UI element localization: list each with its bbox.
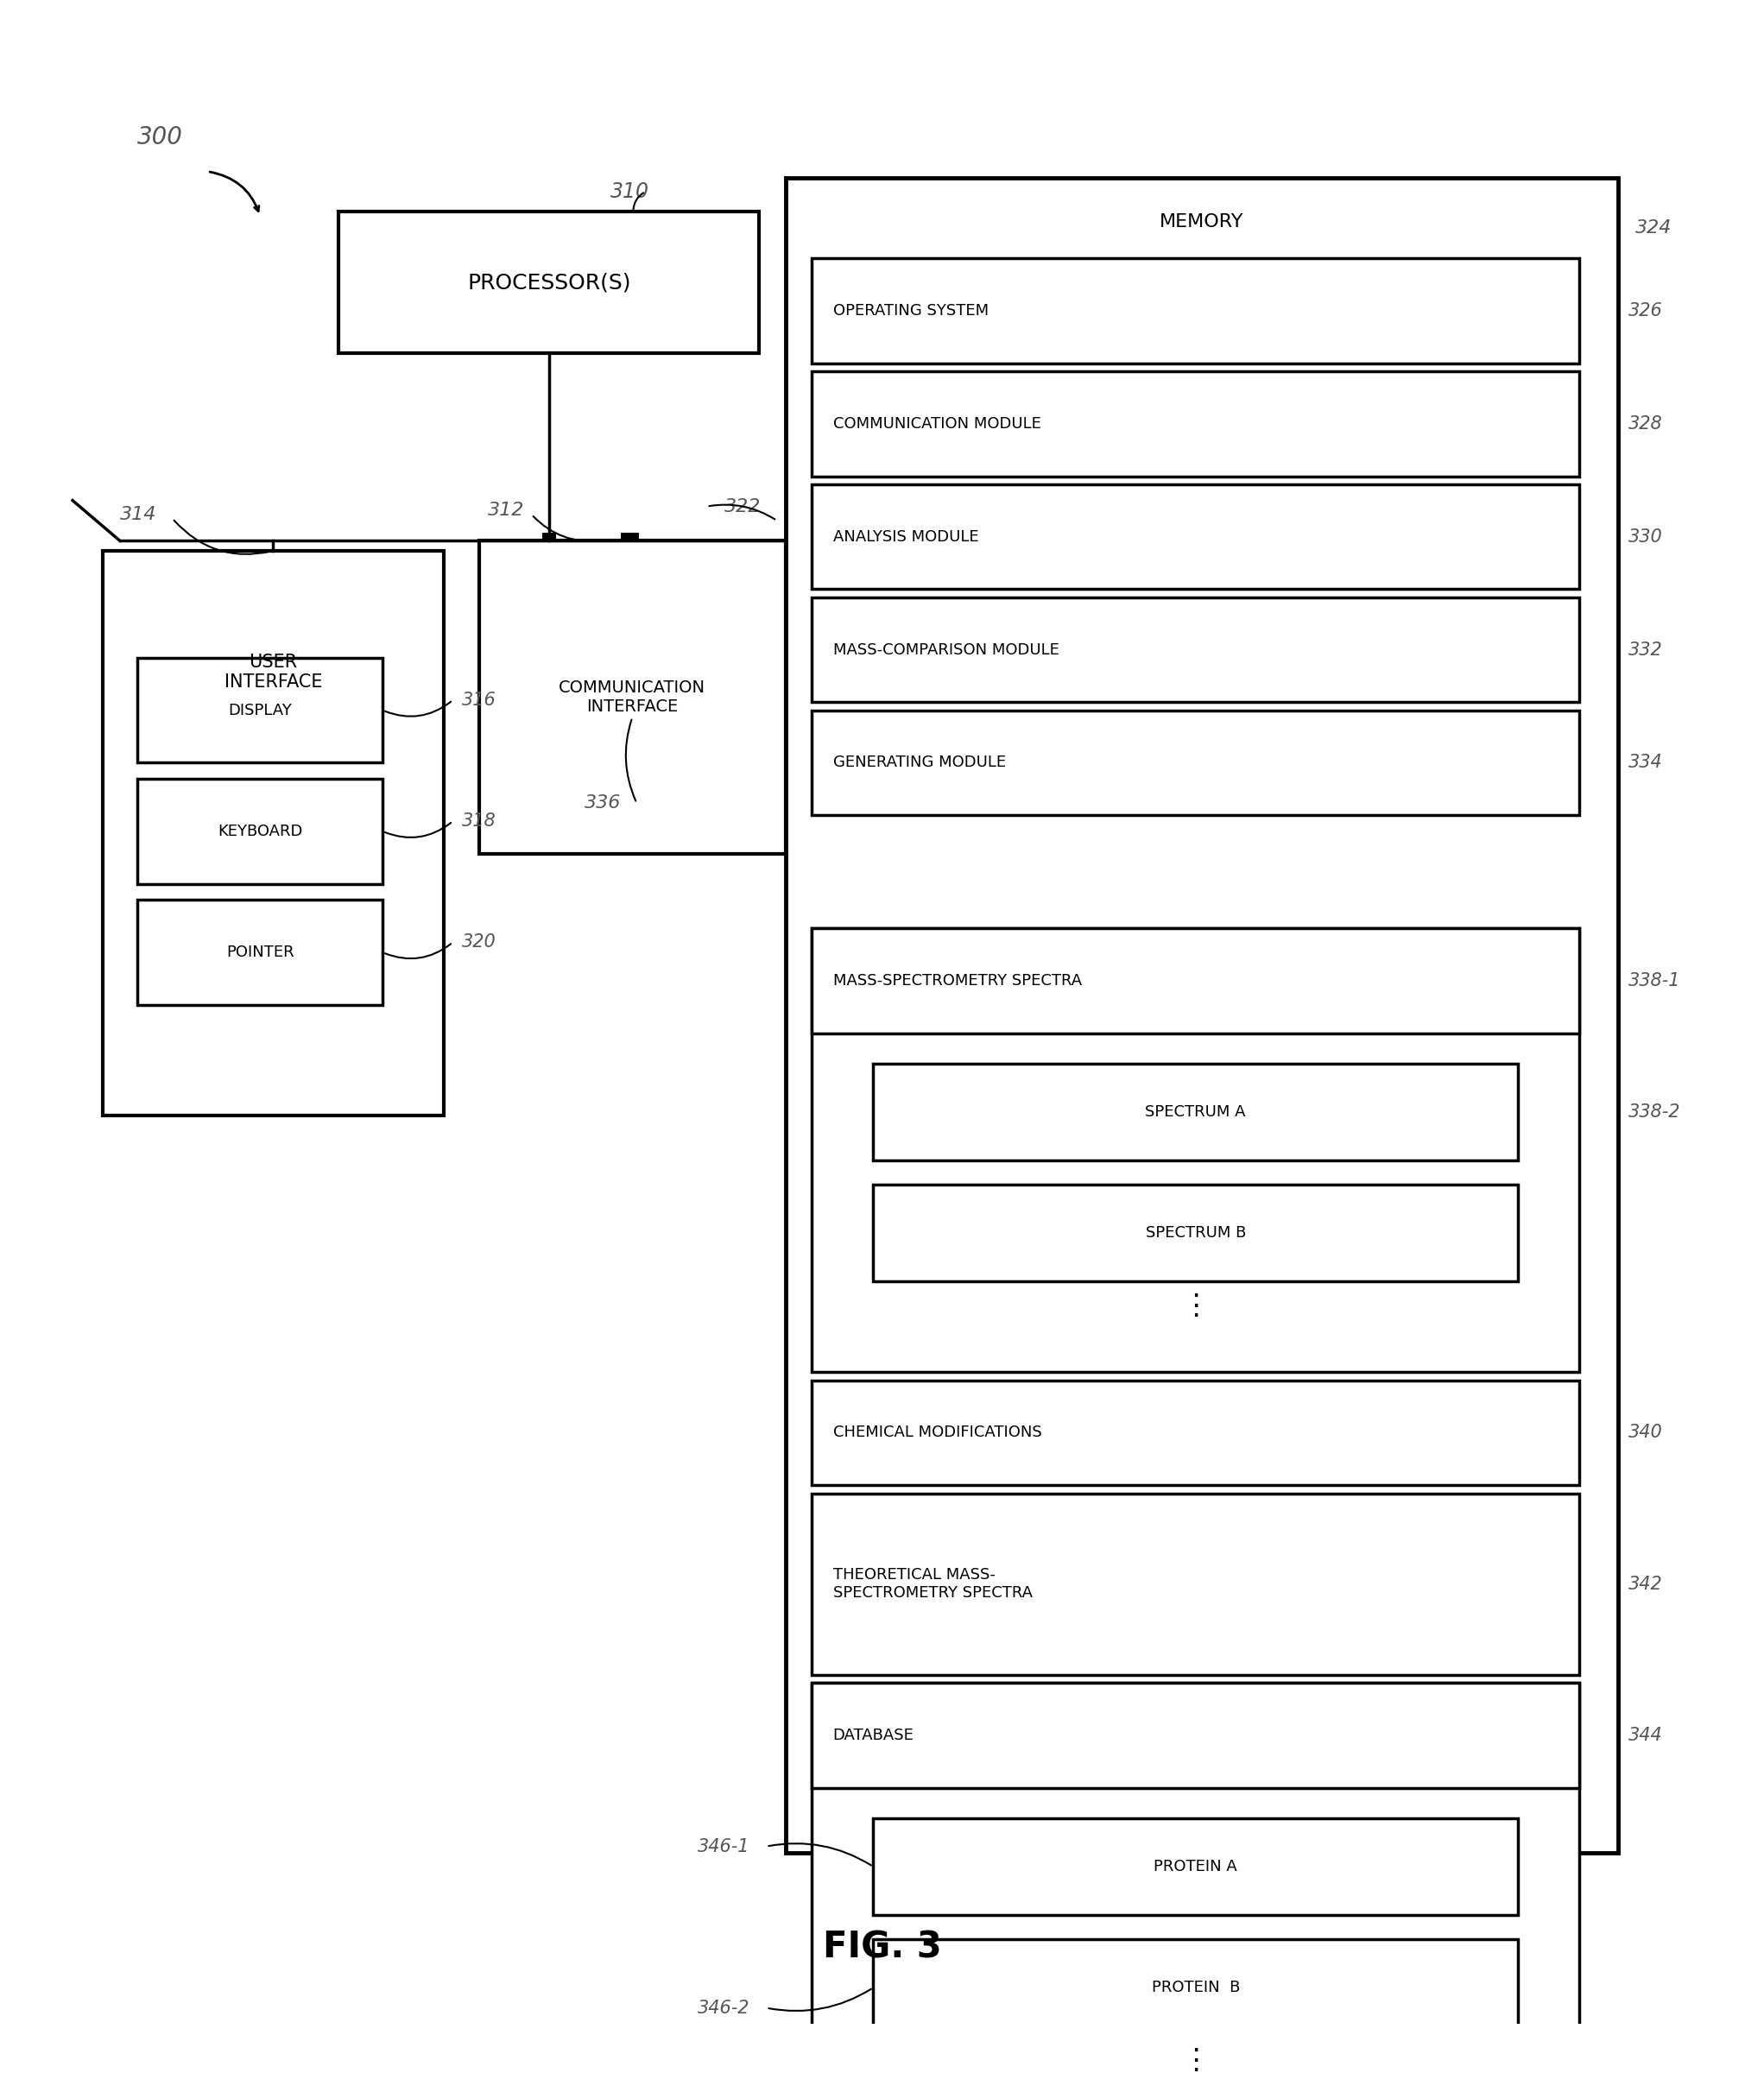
Bar xyxy=(811,485,1579,589)
Text: KEYBOARD: KEYBOARD xyxy=(217,823,302,840)
Bar xyxy=(102,551,445,1115)
Text: 320: 320 xyxy=(462,933,496,952)
Text: MASS-SPECTROMETRY SPECTRA: MASS-SPECTROMETRY SPECTRA xyxy=(833,972,1081,989)
Text: 338-2: 338-2 xyxy=(1628,1103,1681,1121)
Text: PROCESSOR(S): PROCESSOR(S) xyxy=(467,272,632,292)
Text: ANALYSIS MODULE: ANALYSIS MODULE xyxy=(833,529,979,545)
Text: MASS-COMPARISON MODULE: MASS-COMPARISON MODULE xyxy=(833,643,1058,657)
Text: COMMUNICATION
INTERFACE: COMMUNICATION INTERFACE xyxy=(559,680,706,715)
Text: 318: 318 xyxy=(462,813,496,829)
Text: 310: 310 xyxy=(610,180,649,201)
Text: 338-1: 338-1 xyxy=(1628,972,1681,989)
Bar xyxy=(811,929,1579,1032)
Text: ⋮: ⋮ xyxy=(1182,1291,1210,1321)
Bar xyxy=(811,1381,1579,1484)
Bar xyxy=(138,779,383,883)
Bar xyxy=(624,533,639,549)
Text: COMMUNICATION MODULE: COMMUNICATION MODULE xyxy=(833,417,1041,431)
Text: 324: 324 xyxy=(1635,220,1672,236)
Text: 342: 342 xyxy=(1628,1575,1663,1592)
Text: DATABASE: DATABASE xyxy=(833,1727,914,1743)
Bar xyxy=(542,533,556,549)
Text: GENERATING MODULE: GENERATING MODULE xyxy=(833,755,1005,771)
Text: 326: 326 xyxy=(1628,303,1663,319)
Text: 322: 322 xyxy=(725,498,760,514)
Bar xyxy=(138,900,383,1005)
Bar xyxy=(785,178,1618,1853)
Bar xyxy=(873,1938,1519,2036)
Text: DISPLAY: DISPLAY xyxy=(228,703,291,717)
Bar xyxy=(811,1683,1579,2073)
Text: THEORETICAL MASS-
SPECTROMETRY SPECTRA: THEORETICAL MASS- SPECTROMETRY SPECTRA xyxy=(833,1567,1032,1600)
Text: 314: 314 xyxy=(120,506,157,522)
Bar xyxy=(873,1184,1519,1281)
Bar xyxy=(811,1683,1579,1787)
Bar xyxy=(873,1818,1519,1915)
Text: SPECTRUM A: SPECTRUM A xyxy=(1145,1105,1245,1119)
Bar xyxy=(811,929,1579,1372)
Bar xyxy=(480,541,785,854)
Text: 328: 328 xyxy=(1628,415,1663,433)
Text: 334: 334 xyxy=(1628,755,1663,771)
Text: ⋮: ⋮ xyxy=(1182,2046,1210,2073)
Text: 312: 312 xyxy=(489,502,524,518)
Text: 346-1: 346-1 xyxy=(699,1839,750,1855)
Text: SPECTRUM B: SPECTRUM B xyxy=(1145,1225,1245,1242)
Text: 316: 316 xyxy=(462,692,496,709)
Text: POINTER: POINTER xyxy=(226,945,295,960)
Bar xyxy=(621,533,635,549)
Bar xyxy=(811,597,1579,703)
Text: 344: 344 xyxy=(1628,1727,1663,1743)
Text: 330: 330 xyxy=(1628,529,1663,545)
Bar xyxy=(339,211,759,352)
Bar xyxy=(811,259,1579,363)
Text: 340: 340 xyxy=(1628,1424,1663,1441)
Bar xyxy=(873,1063,1519,1161)
Text: MEMORY: MEMORY xyxy=(1159,214,1244,230)
Bar xyxy=(811,711,1579,815)
Bar xyxy=(138,657,383,763)
Text: 332: 332 xyxy=(1628,641,1663,659)
Text: 346-2: 346-2 xyxy=(699,1998,750,2017)
Bar xyxy=(811,371,1579,477)
Text: PROTEIN  B: PROTEIN B xyxy=(1152,1980,1240,1996)
Text: 336: 336 xyxy=(584,794,621,813)
Text: FIG. 3: FIG. 3 xyxy=(822,1930,942,1965)
Text: USER
INTERFACE: USER INTERFACE xyxy=(224,653,323,690)
Bar xyxy=(811,1493,1579,1675)
Text: 300: 300 xyxy=(138,124,183,149)
Text: PROTEIN A: PROTEIN A xyxy=(1154,1859,1237,1874)
Text: CHEMICAL MODIFICATIONS: CHEMICAL MODIFICATIONS xyxy=(833,1424,1043,1441)
Text: OPERATING SYSTEM: OPERATING SYSTEM xyxy=(833,303,988,319)
